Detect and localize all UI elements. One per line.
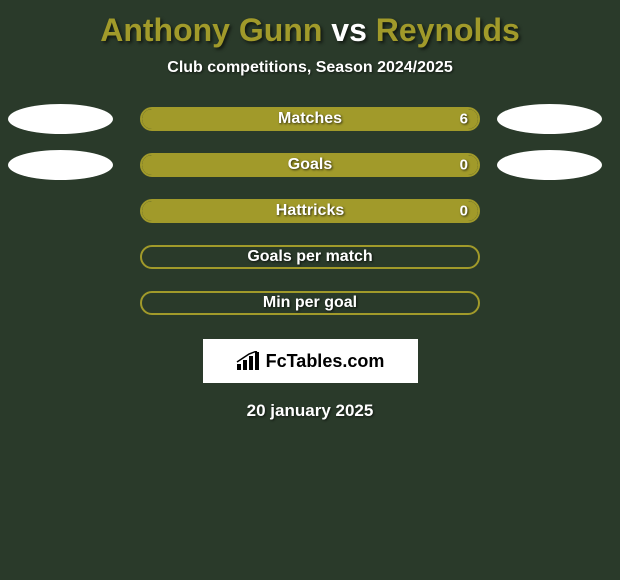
stat-value-player2: 6 [460, 111, 468, 128]
player2-ellipse [497, 104, 602, 134]
stat-bar: Goals 0 [140, 153, 480, 177]
stat-label: Goals per match [247, 248, 372, 266]
attribution-text: FcTables.com [266, 351, 385, 372]
stat-bar: Matches 6 [140, 107, 480, 131]
player1-ellipse [8, 150, 113, 180]
vs-text: vs [331, 12, 367, 48]
subtitle: Club competitions, Season 2024/2025 [0, 59, 620, 77]
player1-name: Anthony Gunn [100, 12, 322, 48]
stat-row: Goals 0 [0, 153, 620, 177]
stat-row: Hattricks 0 [0, 199, 620, 223]
stat-value-player2: 0 [460, 157, 468, 174]
stat-bar: Goals per match [140, 245, 480, 269]
stat-row: Goals per match [0, 245, 620, 269]
stat-bar: Hattricks 0 [140, 199, 480, 223]
bar-fill-player1 [142, 155, 310, 175]
stat-label: Matches [278, 110, 342, 128]
stat-value-player2: 0 [460, 203, 468, 220]
stats-container: Matches 6 Goals 0 Hattricks 0 Goals per match M… [0, 107, 620, 315]
player2-ellipse [497, 150, 602, 180]
comparison-title: Anthony Gunn vs Reynolds [0, 0, 620, 49]
stat-label: Hattricks [276, 202, 344, 220]
attribution-box: FcTables.com [203, 339, 418, 383]
player1-ellipse [8, 104, 113, 134]
stat-label: Min per goal [263, 294, 357, 312]
player2-name: Reynolds [376, 12, 520, 48]
bar-fill-player2 [310, 155, 478, 175]
stat-label: Goals [288, 156, 332, 174]
date-text: 20 january 2025 [0, 401, 620, 421]
bar-fill-player1 [142, 109, 293, 129]
stat-bar: Min per goal [140, 291, 480, 315]
stat-row: Min per goal [0, 291, 620, 315]
stat-row: Matches 6 [0, 107, 620, 131]
bar-chart-icon [236, 351, 260, 371]
